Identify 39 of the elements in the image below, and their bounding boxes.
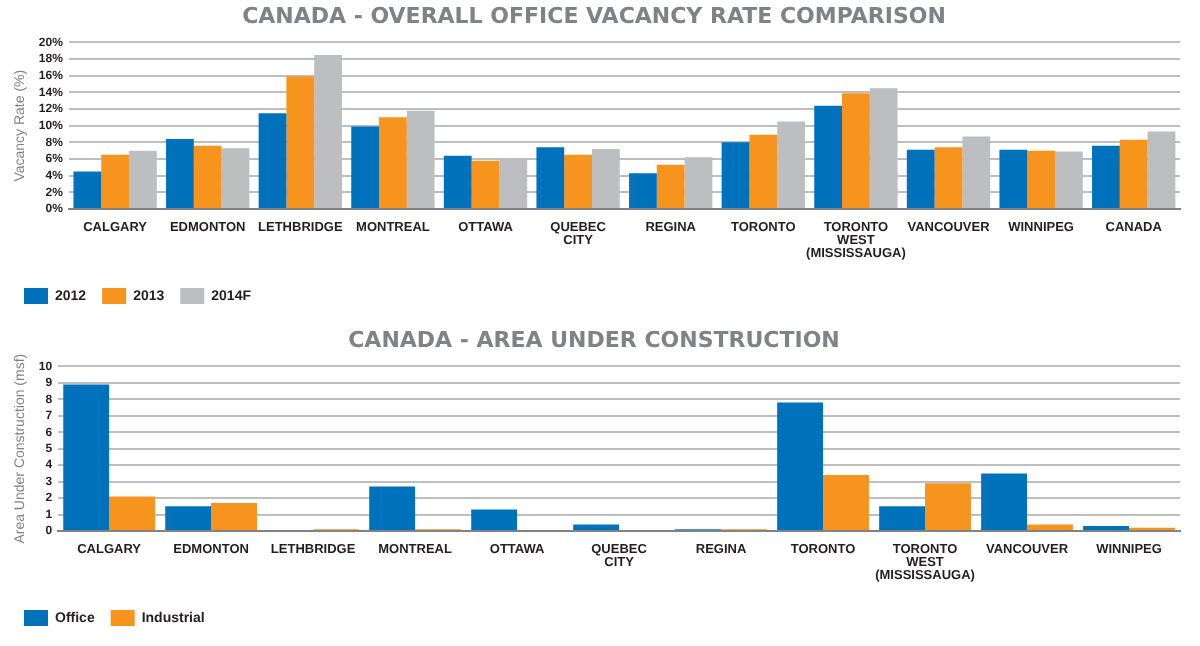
chart-title: CANADA - OVERALL OFFICE VACANCY RATE COMPARISON: [242, 2, 946, 29]
bar: [721, 142, 750, 208]
bar: [211, 503, 258, 530]
bar: [925, 483, 971, 530]
bar: [351, 126, 380, 208]
bar: [906, 149, 935, 208]
bar: [471, 509, 518, 530]
bar: [286, 76, 315, 208]
bar: [823, 475, 869, 530]
bar: [981, 473, 1028, 530]
bar: [109, 496, 156, 530]
bar: [471, 160, 500, 208]
bar: [166, 139, 194, 208]
bar: [814, 105, 843, 208]
bar: [101, 154, 130, 208]
bar: [1027, 524, 1073, 530]
bar: [73, 171, 102, 208]
bar: [379, 117, 407, 208]
bar: [934, 147, 963, 208]
bar: [564, 154, 592, 208]
bar: [193, 145, 222, 208]
bar: [656, 164, 685, 208]
bar: [1027, 150, 1055, 208]
bar: [842, 93, 870, 208]
bar: [443, 155, 472, 208]
bar: [63, 384, 110, 530]
bar: [258, 113, 287, 208]
chart-title: CANADA - AREA UNDER CONSTRUCTION: [348, 326, 840, 353]
bar: [165, 506, 212, 530]
bar: [777, 402, 824, 530]
bar: [1092, 145, 1120, 208]
bar: [629, 173, 657, 208]
bar: [999, 149, 1028, 208]
bar: [879, 506, 926, 530]
bar: [1119, 139, 1148, 208]
bar: [536, 147, 565, 208]
bar: [369, 486, 416, 530]
bar: [749, 134, 778, 208]
bar: [573, 524, 620, 530]
